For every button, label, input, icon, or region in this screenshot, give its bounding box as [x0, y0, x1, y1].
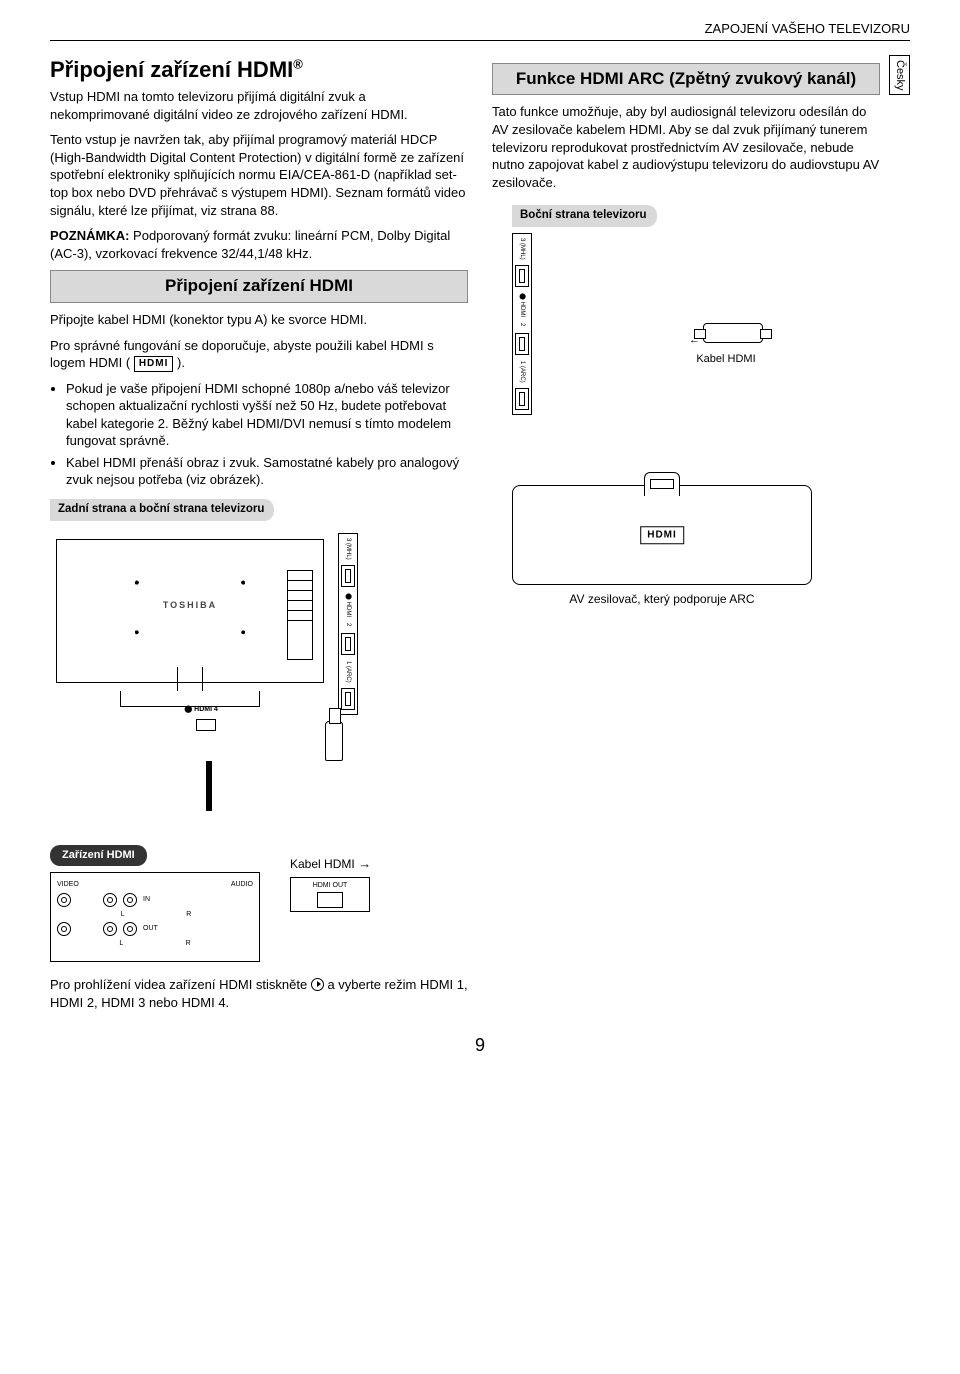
port-2-label: 2 [344, 623, 352, 626]
side-port-strip-left: 3 (MHL) ⬤ HDMI 2 1 (ARC) [338, 533, 358, 716]
hdmi-port-2-r [515, 333, 529, 355]
para-4: Pro správné fungování se doporučuje, aby… [50, 337, 468, 372]
hdmi-port-3 [341, 565, 355, 587]
hdmi-port-2 [341, 633, 355, 655]
l-label: L [121, 910, 125, 919]
note-label: POZNÁMKA: [50, 228, 129, 243]
para-4a: Pro správné fungování se doporučuje, aby… [50, 338, 434, 371]
cable-label-right: Kabel HDMI [542, 352, 910, 367]
audio-l-out [103, 922, 117, 936]
port-2-label-r: 2 [518, 323, 526, 326]
src-device-box: VIDEO AUDIO IN . [50, 872, 260, 962]
out-label: OUT [143, 924, 158, 933]
audio-label: AUDIO [231, 880, 253, 889]
tv-back-diagram: TOSHIBA ⬤ HDMI 4 3 (MHL) ⬤ HDMI 2 1 [50, 533, 468, 963]
cable-label-left: Kabel HDMI [290, 857, 355, 871]
footer-1: Pro prohlížení videa zařízení HDMI stisk… [50, 977, 311, 992]
video-jack-in [57, 893, 71, 907]
main-heading: Připojení zařízení HDMI® [50, 55, 468, 85]
arc-paragraph: Tato funkce umožňuje, aby byl audiosigná… [492, 103, 880, 191]
bullet-1: Pokud je vaše připojení HDMI schopné 108… [66, 380, 468, 450]
video-label: VIDEO [57, 880, 79, 889]
arc-heading-box: Funkce HDMI ARC (Zpětný zvukový kanál) [492, 63, 880, 96]
audio-r-in [123, 893, 137, 907]
arc-diagram: 3 (MHL) ⬤ HDMI 2 1 (ARC) ← Kabel HDMI [512, 233, 910, 416]
bullet-list: Pokud je vaše připojení HDMI schopné 108… [50, 380, 468, 489]
main-heading-text: Připojení zařízení HDMI [50, 57, 293, 82]
hdmi-plug-top [325, 721, 343, 761]
port-1-label-r: 1 (ARC) [518, 361, 526, 383]
right-column: Česky Funkce HDMI ARC (Zpětný zvukový ka… [492, 55, 910, 1020]
cable-icon [703, 323, 763, 343]
page-number: 9 [50, 1033, 910, 1057]
page-header: ZAPOJENÍ VAŠEHO TELEVIZORU [50, 20, 910, 41]
diagram-label-right: Boční strana televizoru [512, 205, 657, 227]
hdmi-port-3-r [515, 265, 529, 287]
para-4b: ). [177, 355, 185, 370]
hdmi-out-slot [317, 892, 343, 908]
audio-l-in [103, 893, 117, 907]
intro-paragraph: Vstup HDMI na tomto televizoru přijímá d… [50, 88, 468, 123]
l-label-2: L [119, 939, 123, 948]
side-port-strip-right: 3 (MHL) ⬤ HDMI 2 1 (ARC) [512, 233, 532, 416]
r-label: R [186, 910, 191, 919]
amp-caption: AV zesilovač, který podporuje ARC [512, 591, 812, 607]
port-1-label: 1 (ARC) [344, 661, 352, 683]
port-3-label-r: 3 (MHL) [518, 238, 526, 260]
port-3-label: 3 (MHL) [344, 538, 352, 560]
amp-hdmi-logo: HDMI [640, 527, 684, 545]
r-label-2: R [186, 939, 191, 948]
in-label: IN [143, 895, 150, 904]
diagram-label-left: Zadní strana a boční strana televizoru [50, 499, 274, 521]
hdmi-out-label: HDMI OUT [294, 881, 366, 890]
av-amplifier-box: HDMI [512, 485, 812, 585]
hdmi-port-1-r [515, 388, 529, 410]
tv-back-outline: TOSHIBA ⬤ HDMI 4 [50, 533, 330, 713]
footer-instruction: Pro prohlížení videa zařízení HDMI stisk… [50, 976, 468, 1011]
cable-vertical [206, 761, 212, 811]
note-paragraph: POZNÁMKA: Podporovaný formát zvuku: line… [50, 227, 468, 262]
hdmi-port-1 [341, 688, 355, 710]
registered-mark: ® [293, 56, 303, 71]
amp-hdmi-slot [644, 472, 680, 496]
tv-brand: TOSHIBA [163, 599, 217, 611]
tv-back-panel [287, 570, 313, 660]
port-mid-label: ⬤ HDMI [344, 593, 352, 617]
bullet-2: Kabel HDMI přenáší obraz i zvuk. Samosta… [66, 454, 468, 489]
hdmi4-port [196, 719, 216, 731]
hdmi-logo-inline: HDMI [134, 356, 174, 372]
audio-r-out [123, 922, 137, 936]
para-2: Tento vstup je navržen tak, aby přijímal… [50, 131, 468, 219]
hdmi4-label: ⬤ HDMI 4 [184, 705, 218, 714]
language-tab: Česky [889, 55, 910, 96]
left-column: Připojení zařízení HDMI® Vstup HDMI na t… [50, 55, 468, 1020]
src-device-label: Zařízení HDMI [50, 845, 147, 866]
port-mid-label-r: ⬤ HDMI [518, 293, 526, 317]
sub-heading-box: Připojení zařízení HDMI [50, 270, 468, 303]
video-jack-out [57, 922, 71, 936]
para-3: Připojte kabel HDMI (konektor typu A) ke… [50, 311, 468, 329]
input-icon [311, 978, 324, 991]
